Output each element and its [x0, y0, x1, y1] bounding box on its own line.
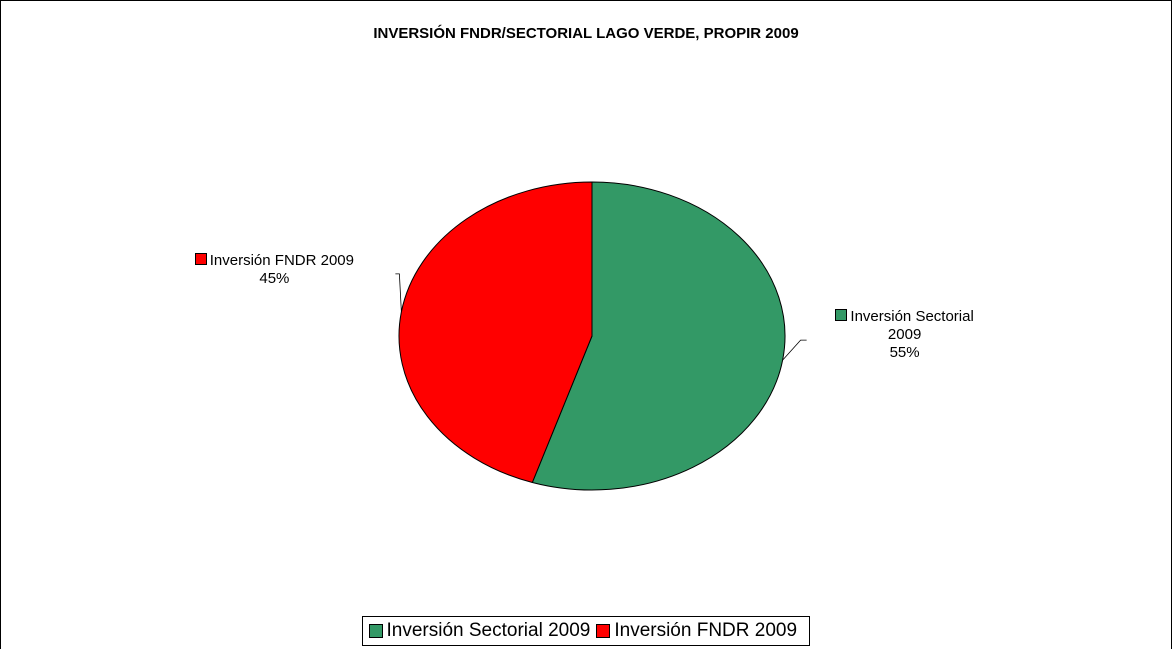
pie-slice — [398, 181, 593, 484]
chart-title: INVERSIÓN FNDR/SECTORIAL LAGO VERDE, PRO… — [373, 24, 798, 42]
data-label: Inversión Sectorial 2009 55% — [805, 308, 1005, 362]
label-line: Inversión Sectorial 2009 — [805, 308, 1005, 344]
data-label: Inversión FNDR 2009 45% — [154, 252, 394, 288]
legend-swatch — [596, 624, 611, 638]
label-swatch — [194, 252, 207, 265]
label-line: Inversión FNDR 2009 — [154, 252, 394, 270]
pie-slice — [531, 181, 786, 491]
label-name: Inversión Sectorial 2009 — [850, 308, 974, 344]
leader-line — [782, 339, 807, 361]
label-value: 55% — [889, 344, 920, 362]
legend-item: Inversión Sectorial 2009 — [368, 620, 591, 642]
legend-label: Inversión FNDR 2009 — [614, 620, 798, 641]
legend-swatch — [368, 624, 383, 638]
legend: Inversión Sectorial 2009 Inversión FNDR 2… — [361, 616, 811, 646]
label-name: Inversión FNDR 2009 — [209, 251, 354, 269]
label-value: 45% — [259, 269, 290, 287]
legend-label: Inversión Sectorial 2009 — [386, 620, 591, 641]
leader-line — [395, 273, 402, 312]
label-swatch — [835, 309, 848, 322]
legend-item: Inversión FNDR 2009 — [596, 620, 797, 642]
